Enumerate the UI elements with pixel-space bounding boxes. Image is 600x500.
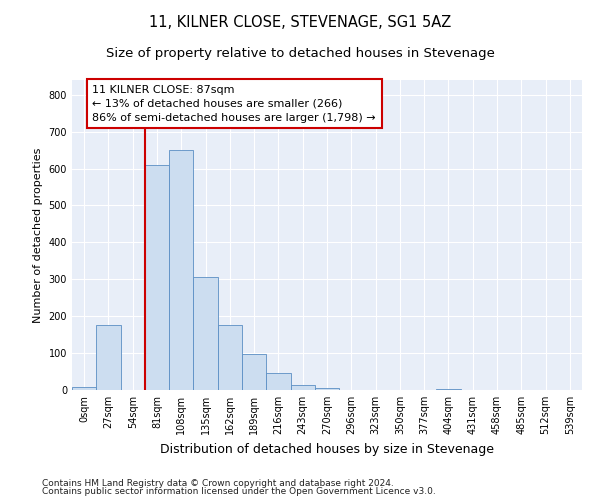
Bar	[169, 150, 193, 390]
Bar	[145, 165, 169, 390]
Text: 11, KILNER CLOSE, STEVENAGE, SG1 5AZ: 11, KILNER CLOSE, STEVENAGE, SG1 5AZ	[149, 15, 451, 30]
Bar	[242, 354, 266, 390]
Bar	[218, 326, 242, 390]
Bar	[266, 373, 290, 390]
Bar	[96, 326, 121, 390]
Bar	[193, 278, 218, 390]
Y-axis label: Number of detached properties: Number of detached properties	[33, 148, 43, 322]
X-axis label: Distribution of detached houses by size in Stevenage: Distribution of detached houses by size …	[160, 442, 494, 456]
Bar	[290, 385, 315, 390]
Text: Size of property relative to detached houses in Stevenage: Size of property relative to detached ho…	[106, 48, 494, 60]
Text: Contains HM Land Registry data © Crown copyright and database right 2024.: Contains HM Land Registry data © Crown c…	[42, 478, 394, 488]
Text: Contains public sector information licensed under the Open Government Licence v3: Contains public sector information licen…	[42, 487, 436, 496]
Text: 11 KILNER CLOSE: 87sqm
← 13% of detached houses are smaller (266)
86% of semi-de: 11 KILNER CLOSE: 87sqm ← 13% of detached…	[92, 84, 376, 122]
Bar	[315, 388, 339, 390]
Bar	[72, 387, 96, 390]
Bar	[436, 388, 461, 390]
